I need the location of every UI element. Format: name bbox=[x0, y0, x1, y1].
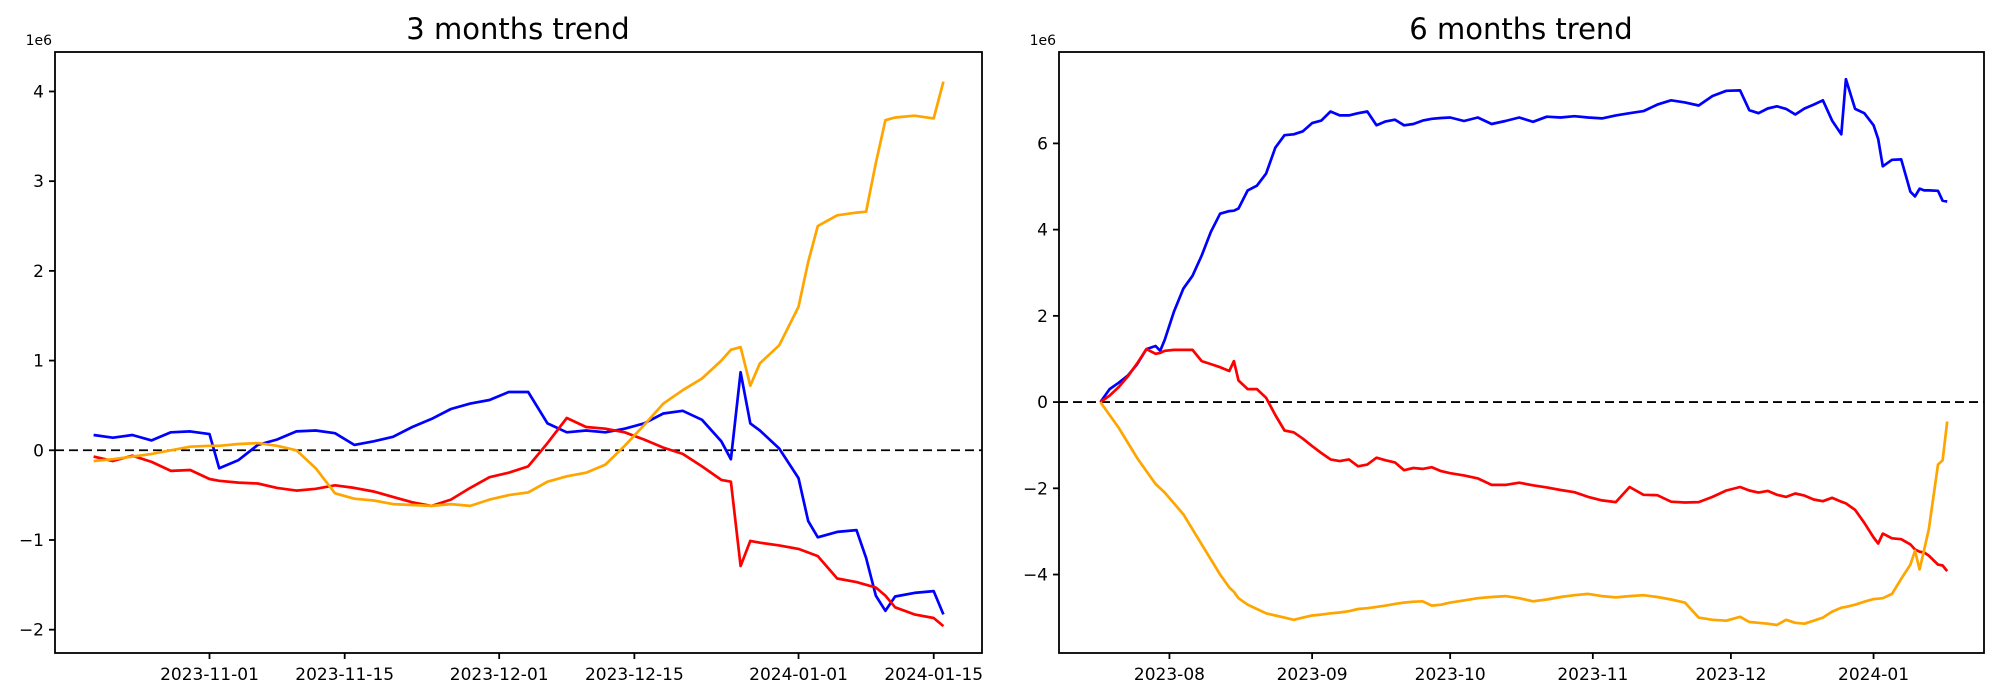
x-tick-label: 2024-01 bbox=[1838, 665, 1909, 685]
trend-line-orange bbox=[93, 81, 945, 508]
y-tick-label: 6 bbox=[1037, 134, 1048, 154]
chart-title-3-months: 3 months trend bbox=[406, 12, 629, 46]
x-tick-label: 2024-01-15 bbox=[884, 665, 983, 685]
trend-line-red bbox=[93, 416, 945, 628]
y-tick-label: 0 bbox=[1037, 393, 1048, 413]
y-axis-offset-label-right: 1e6 bbox=[1030, 33, 1057, 49]
y-tick-label: −2 bbox=[1023, 479, 1048, 499]
y-axis-offset-label-left: 1e6 bbox=[26, 33, 53, 49]
y-tick-label: 3 bbox=[33, 172, 44, 192]
y-tick-label: 2 bbox=[1037, 307, 1048, 327]
x-tick-label: 2023-08 bbox=[1134, 665, 1205, 685]
chart-title-6-months: 6 months trend bbox=[1409, 12, 1632, 46]
y-tick-label: 4 bbox=[1037, 221, 1048, 241]
x-tick-label: 2023-11 bbox=[1557, 665, 1628, 685]
x-tick-label: 2023-12 bbox=[1695, 665, 1766, 685]
y-tick-label: 0 bbox=[33, 441, 44, 461]
plot-area-6-months: 2023-08 2023-09 2023-10 2023-11 2023-12 2024-… bbox=[1023, 51, 1985, 685]
plot-area-3-months: 2023-11-01 2023-11-15 2023-12-01 2023-12-15… bbox=[19, 51, 983, 685]
x-tick-label: 2023-12-01 bbox=[450, 665, 549, 685]
y-tick-label: −4 bbox=[1023, 566, 1048, 586]
y-tick-label: −1 bbox=[19, 531, 44, 551]
trend-line-orange bbox=[1099, 401, 1949, 627]
trend-line-blue bbox=[1099, 77, 1948, 403]
x-tick-label: 2024-01-01 bbox=[749, 665, 848, 685]
x-tick-label: 2023-09 bbox=[1277, 665, 1348, 685]
axes-frame bbox=[1058, 51, 1985, 654]
x-tick-label: 2023-12-15 bbox=[585, 665, 684, 685]
chart-6-months-trend: 6 months trend 1e6 2023-08 2023-09 2023-10… bbox=[1023, 12, 1985, 685]
trend-line-blue bbox=[93, 370, 945, 615]
x-tick-label: 2023-10 bbox=[1415, 665, 1486, 685]
x-tick-label: 2023-11-15 bbox=[295, 665, 394, 685]
trend-line-red bbox=[1099, 347, 1949, 572]
y-tick-label: 2 bbox=[33, 262, 44, 282]
y-tick-label: 1 bbox=[33, 352, 44, 372]
y-tick-label: 4 bbox=[33, 82, 44, 102]
x-tick-label: 2023-11-01 bbox=[160, 665, 259, 685]
chart-3-months-trend: 3 months trend 1e6 2023-11-01 2023-11-15 2… bbox=[19, 12, 983, 685]
y-tick-label: −2 bbox=[19, 621, 44, 641]
axes-frame bbox=[54, 51, 983, 654]
